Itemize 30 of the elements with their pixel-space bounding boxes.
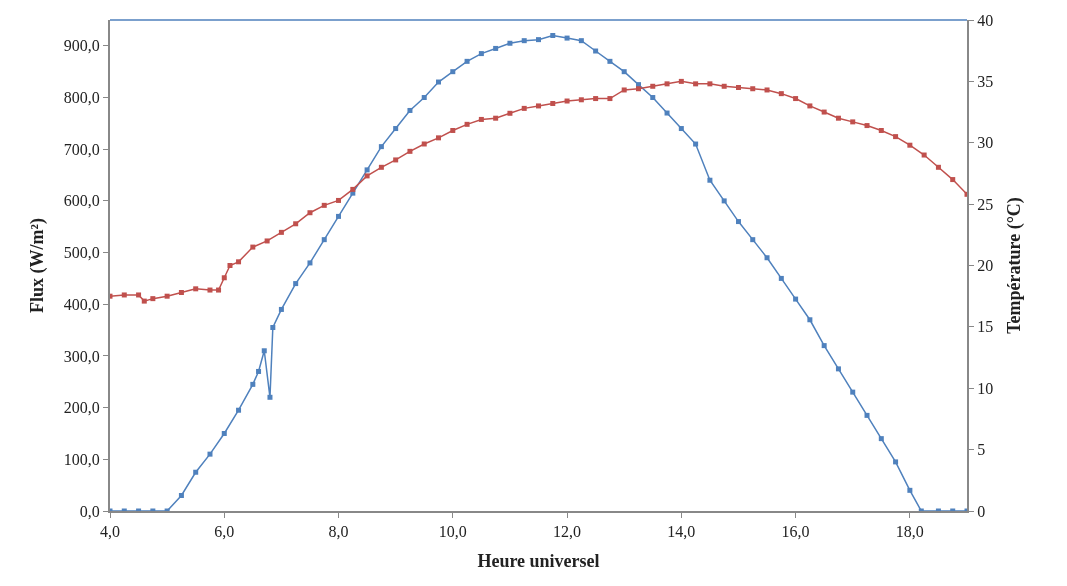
y-tick-label: 700,0 — [63, 140, 100, 158]
y2-tick-label: 10 — [977, 379, 994, 397]
y2-tick-label: 40 — [977, 11, 994, 29]
y-tick-label: 400,0 — [63, 295, 100, 313]
y-tick-label: 600,0 — [63, 192, 100, 210]
y-tick-label: 900,0 — [63, 37, 100, 55]
x-axis-title: Heure universel — [477, 550, 600, 571]
y-axis-title: Flux (W/m²) — [27, 218, 49, 313]
y2-axis-title: Température (°C) — [1003, 197, 1025, 334]
x-tick-label: 10,0 — [438, 523, 467, 541]
x-tick-label: 8,0 — [328, 523, 349, 541]
y2-tick-label: 0 — [977, 502, 986, 520]
y2-tick-label: 25 — [977, 195, 994, 213]
x-tick-label: 4,0 — [100, 523, 120, 541]
y-tick-label: 800,0 — [63, 89, 100, 107]
y-tick-label: 100,0 — [63, 450, 100, 468]
y-tick-label: 500,0 — [63, 244, 100, 262]
x-tick-label: 12,0 — [553, 523, 582, 541]
y2-tick-label: 5 — [977, 441, 986, 459]
x-tick-label: 6,0 — [214, 523, 235, 541]
y2-tick-label: 20 — [977, 257, 994, 275]
y-tick-label: 0,0 — [79, 502, 100, 520]
y2-tick-label: 30 — [977, 134, 994, 152]
y-tick-label: 200,0 — [63, 399, 100, 417]
x-tick-label: 18,0 — [895, 523, 924, 541]
y-tick-label: 300,0 — [63, 347, 100, 365]
y2-tick-label: 15 — [977, 318, 994, 336]
x-tick-label: 16,0 — [781, 523, 810, 541]
x-tick-label: 14,0 — [667, 523, 696, 541]
y2-tick-label: 35 — [977, 72, 994, 90]
